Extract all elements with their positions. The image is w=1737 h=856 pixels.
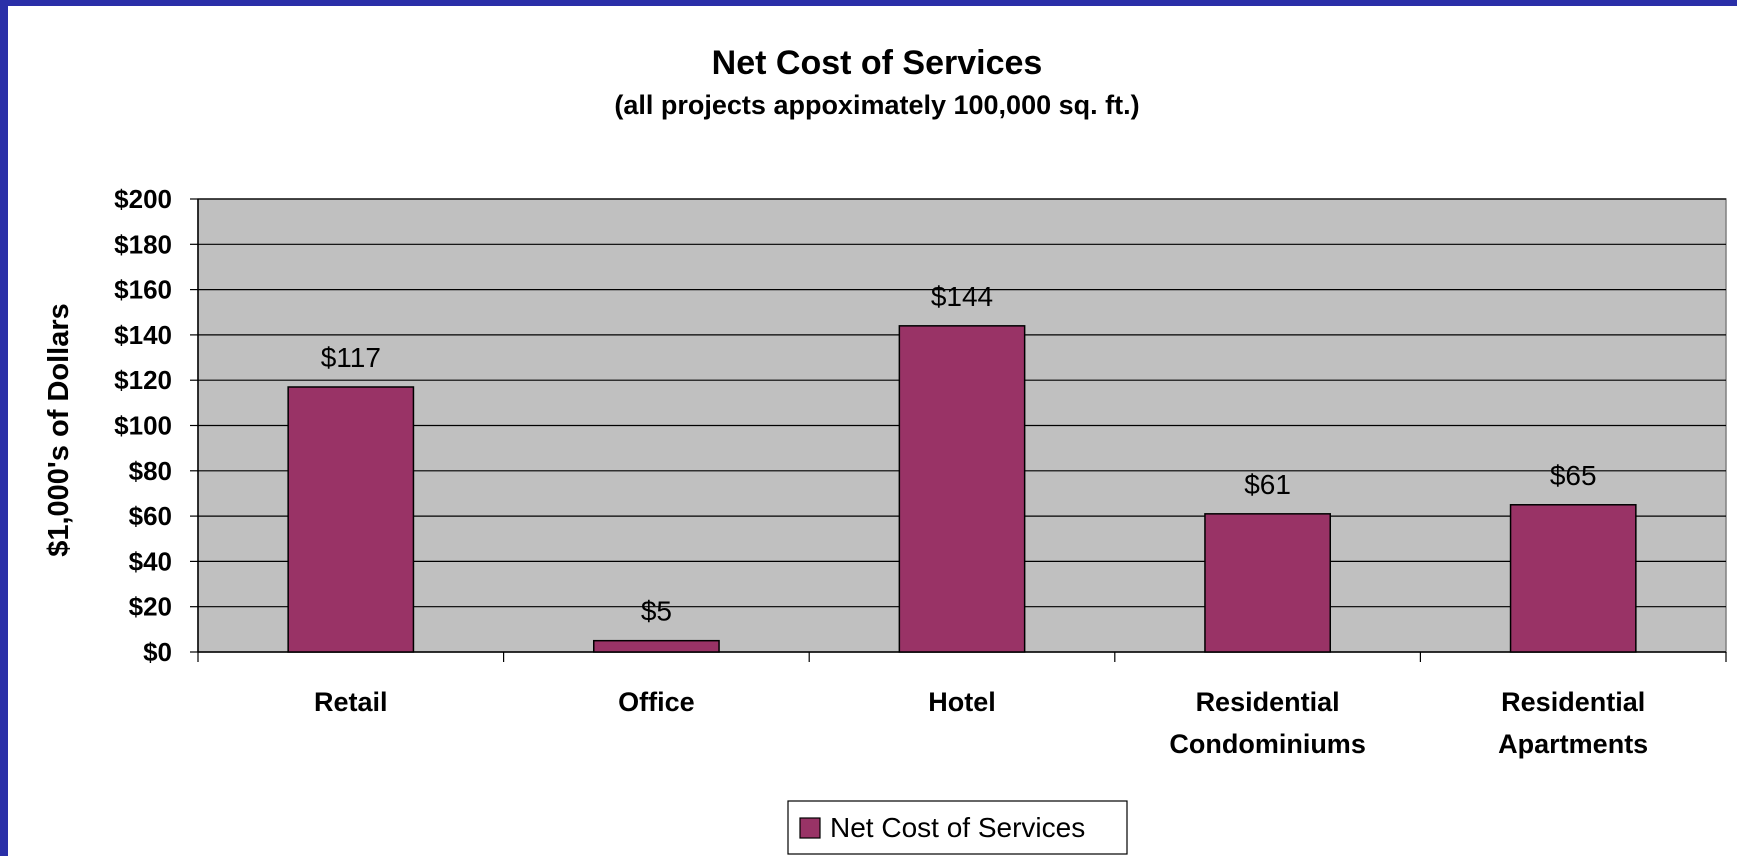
bar xyxy=(287,386,415,653)
y-tick-label: $100 xyxy=(114,411,172,441)
legend-swatch xyxy=(799,817,821,839)
x-tick-label: Residential xyxy=(1196,687,1340,717)
data-label: $61 xyxy=(1244,469,1291,500)
y-tick-label: $120 xyxy=(114,365,172,395)
y-tick-label: $160 xyxy=(114,275,172,305)
bar xyxy=(1204,513,1331,653)
chart-subtitle: (all projects appoximately 100,000 sq. f… xyxy=(614,90,1139,120)
y-tick-label: $40 xyxy=(129,546,172,576)
y-tick-label: $20 xyxy=(129,592,172,622)
x-tick-label: Office xyxy=(618,687,695,717)
x-tick-label: Residential xyxy=(1501,687,1645,717)
x-tick-label: Condominiums xyxy=(1169,729,1366,759)
bar xyxy=(1509,504,1637,653)
bar-chart: Net Cost of Services (all projects appox… xyxy=(43,44,1727,855)
x-tick-label: Apartments xyxy=(1498,729,1648,759)
data-label: $144 xyxy=(931,281,993,312)
bar xyxy=(593,639,720,653)
legend-label: Net Cost of Services xyxy=(830,812,1085,843)
y-tick-label: $140 xyxy=(114,320,172,350)
data-label: $5 xyxy=(641,596,672,627)
legend-box xyxy=(787,800,1128,855)
bar xyxy=(898,325,1026,653)
x-tick-label: Retail xyxy=(314,687,388,717)
data-label: $65 xyxy=(1550,460,1597,491)
y-tick-label: $180 xyxy=(114,229,172,259)
chart-title: Net Cost of Services xyxy=(712,44,1043,82)
legend: Net Cost of Services xyxy=(787,800,1128,855)
chart-frame: Net Cost of Services (all projects appox… xyxy=(8,6,1737,856)
y-tick-label: $0 xyxy=(143,637,172,667)
y-tick-label: $60 xyxy=(129,501,172,531)
x-tick-label: Hotel xyxy=(928,687,996,717)
y-axis-label: $1,000's of Dollars xyxy=(43,303,75,557)
plot-area: $0 $20 $40 $60 $80 $100 $120 $140 $160 $180 $200 $1… xyxy=(114,184,1727,759)
y-tick-label: $200 xyxy=(114,184,172,214)
y-tick-label: $80 xyxy=(129,456,172,486)
data-label: $117 xyxy=(321,342,381,373)
